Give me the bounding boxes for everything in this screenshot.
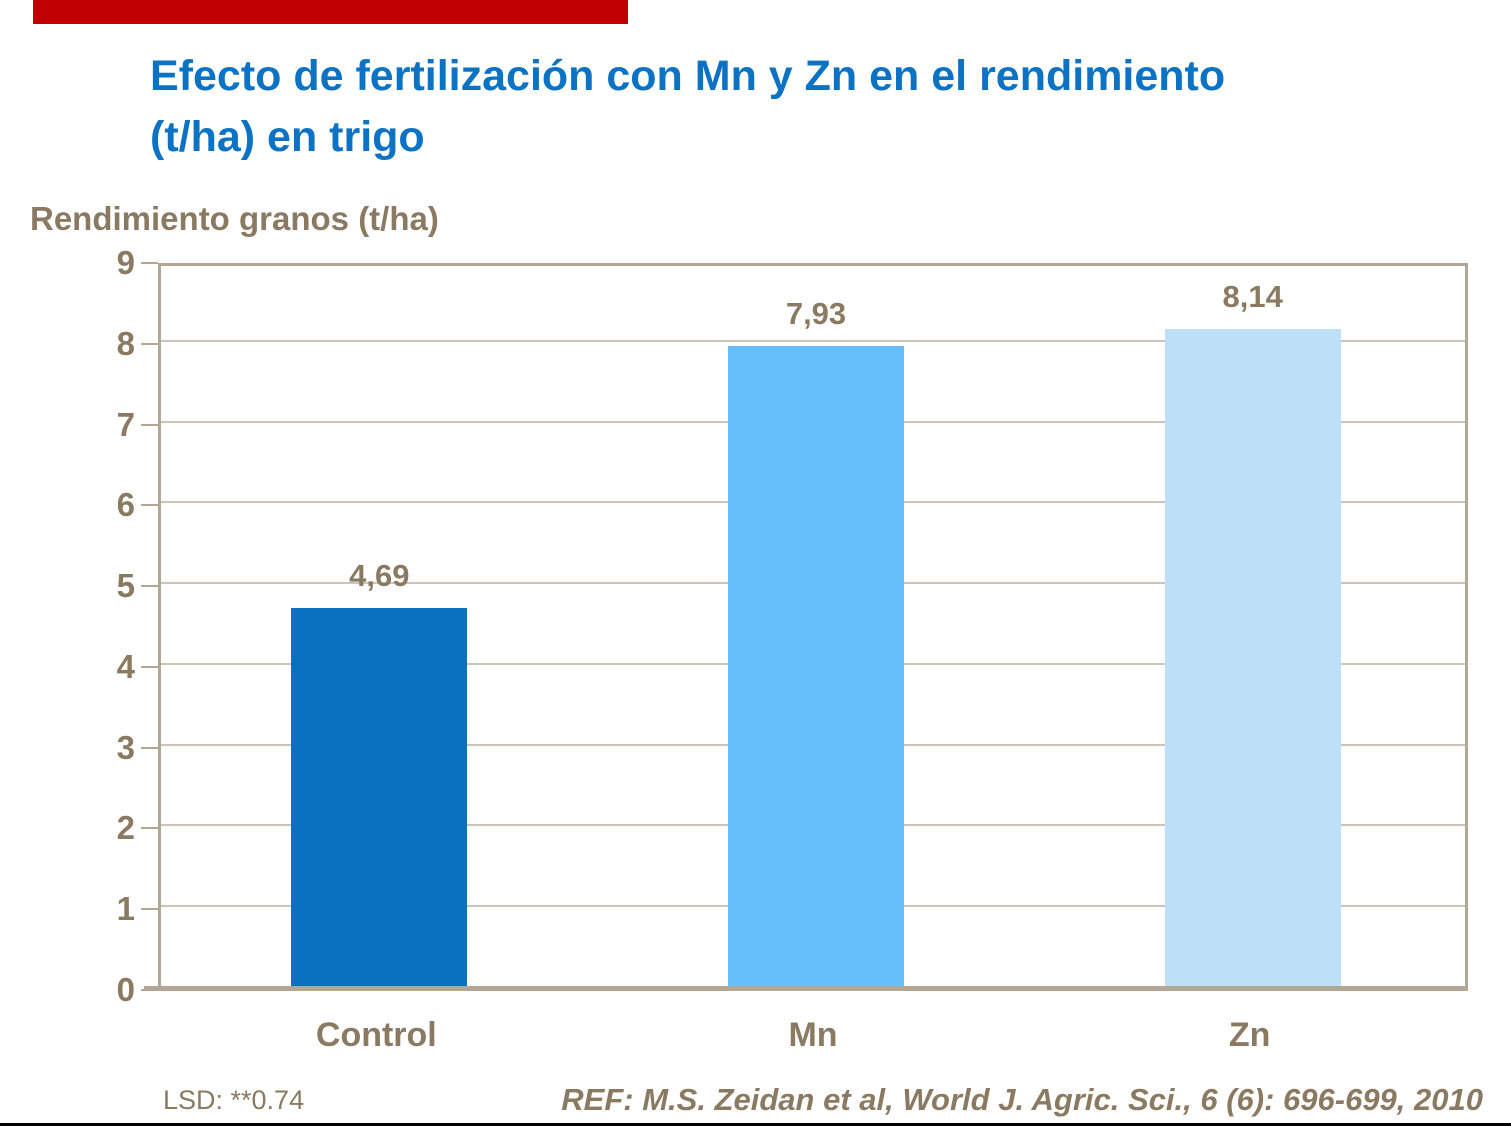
bar-value-label: 8,14 (1222, 279, 1283, 315)
y-tick-label: 1 (116, 890, 135, 928)
bar-mn (728, 346, 904, 987)
y-axis-tick-marks (141, 262, 158, 991)
y-axis-title: Rendimiento granos (t/ha) (30, 200, 439, 237)
y-tick-mark (141, 746, 158, 749)
y-tick-label: 6 (116, 486, 135, 524)
x-category-label: Zn (1228, 1016, 1271, 1054)
y-tick-label: 7 (116, 405, 135, 443)
y-tick-label: 3 (116, 728, 135, 766)
y-tick-label: 5 (116, 567, 135, 605)
bar-control (291, 608, 468, 987)
plot-area: 4,69 7,93 8,14 (144, 263, 1468, 991)
y-axis-tick-labels: 0 1 2 3 4 5 6 7 8 9 (0, 246, 135, 1007)
y-tick-mark (141, 827, 158, 830)
gridline (161, 339, 1465, 342)
x-axis-line (144, 986, 1468, 991)
bottom-border-line (0, 1123, 1511, 1126)
y-tick-label: 0 (116, 971, 135, 1008)
bar-value-label: 4,69 (349, 558, 410, 594)
y-tick-mark (141, 262, 158, 264)
reference-citation: REF: M.S. Zeidan et al, World J. Agric. … (561, 1082, 1483, 1117)
chart-title-line2: (t/ha) en trigo (150, 113, 425, 162)
y-tick-label: 4 (116, 647, 135, 685)
lsd-note: LSD: **0.74 (163, 1085, 305, 1115)
y-tick-mark (141, 504, 158, 507)
y-tick-label: 9 (116, 244, 135, 281)
y-tick-mark (141, 585, 158, 588)
chart-title-line1: Efecto de fertilización con Mn y Zn en e… (150, 52, 1226, 100)
y-tick-mark (141, 908, 158, 911)
y-tick-label: 8 (116, 324, 135, 362)
x-axis-category-labels: Control Mn Zn (158, 1008, 1468, 1058)
x-category-label: Mn (788, 1016, 838, 1054)
y-tick-mark (141, 342, 158, 345)
bar-value-label: 7,93 (785, 296, 847, 332)
chart-title: Efecto de fertilización con Mn y Zn en e… (150, 46, 1225, 168)
y-tick-mark (141, 665, 158, 668)
bar-zn (1164, 329, 1341, 987)
red-accent-bar (33, 0, 628, 24)
y-tick-label: 2 (116, 809, 135, 847)
y-tick-mark (141, 423, 158, 426)
x-category-label: Control (315, 1016, 437, 1054)
